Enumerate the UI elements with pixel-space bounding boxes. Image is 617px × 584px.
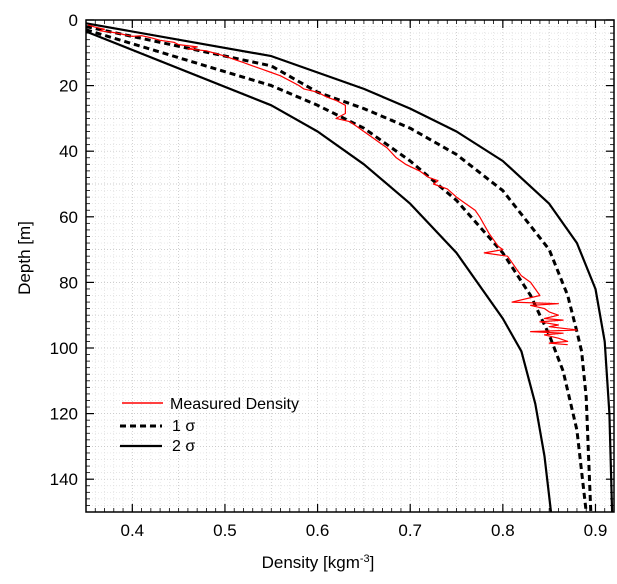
plot-frame xyxy=(85,19,615,513)
y-tick-label: 140 xyxy=(50,470,78,489)
y-axis-label: Depth [m] xyxy=(15,221,34,295)
legend-label-2sigma: 2 σ xyxy=(172,438,195,455)
grid xyxy=(86,20,614,512)
y-tick-label: 40 xyxy=(59,142,78,161)
series-2-sigma-bound xyxy=(85,30,553,513)
legend: Measured Density 1 σ 2 σ xyxy=(120,396,299,455)
axis-ticks xyxy=(86,19,614,512)
plot-lines xyxy=(85,22,614,513)
legend-label-1sigma: 1 σ xyxy=(172,418,195,435)
x-tick-label: 0.8 xyxy=(491,521,515,540)
y-tick-label: 100 xyxy=(50,339,78,358)
series-2-sigma-bound xyxy=(85,22,614,513)
series-measured-density xyxy=(87,24,578,346)
x-axis-label: Density [kgm-3] xyxy=(262,553,375,572)
x-tick-label: 0.9 xyxy=(584,521,608,540)
x-tick-label: 0.6 xyxy=(306,521,330,540)
legend-label-measured: Measured Density xyxy=(170,396,299,413)
x-tick-label: 0.4 xyxy=(120,521,144,540)
y-tick-label: 120 xyxy=(50,405,78,424)
series-1-sigma-bound xyxy=(85,28,588,513)
y-tick-label: 80 xyxy=(59,273,78,292)
y-tick-labels: 0 20 40 60 80 100 120 140 xyxy=(50,11,78,489)
y-tick-label: 0 xyxy=(69,11,78,30)
x-tick-label: 0.5 xyxy=(213,521,237,540)
y-tick-label: 60 xyxy=(59,208,78,227)
x-tick-labels: 0.4 0.5 0.6 0.7 0.8 0.9 xyxy=(120,521,607,540)
y-tick-label: 20 xyxy=(59,77,78,96)
x-tick-label: 0.7 xyxy=(398,521,422,540)
